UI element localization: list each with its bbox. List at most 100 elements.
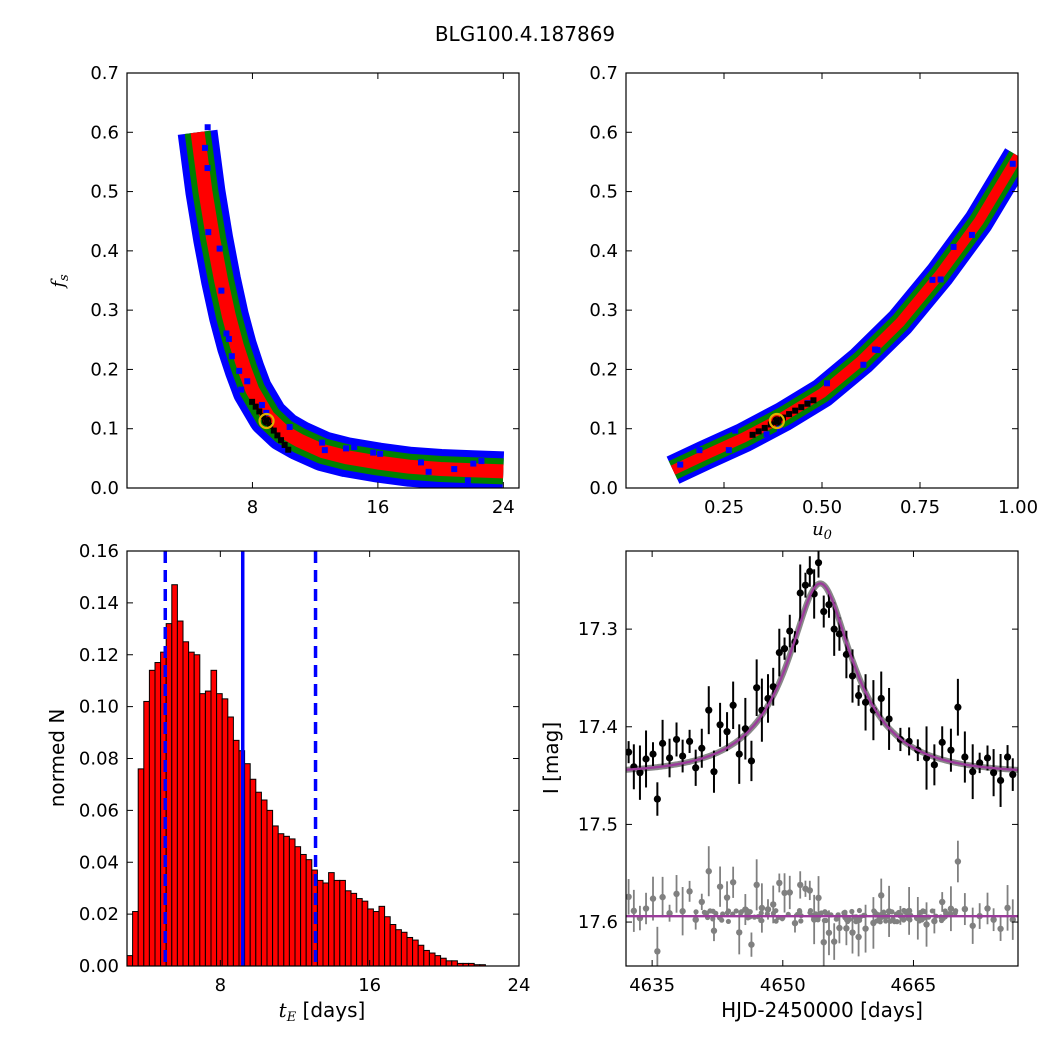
br-xtick-label: 4650 bbox=[760, 975, 806, 996]
residual-point bbox=[748, 941, 755, 948]
fs-vs-te-frame bbox=[126, 72, 520, 489]
histogram-bar bbox=[255, 791, 262, 966]
histogram-bar bbox=[333, 879, 341, 966]
lightcurve-plot bbox=[626, 551, 1018, 966]
data-point bbox=[976, 759, 984, 767]
best-fit-marker-core bbox=[772, 416, 782, 426]
heatmap-cell bbox=[370, 449, 377, 456]
tl-ytick-label: 0.0 bbox=[90, 478, 119, 499]
residual-point bbox=[723, 894, 731, 901]
histogram-bar bbox=[305, 859, 313, 966]
tl-ytick-label: 0.7 bbox=[90, 63, 119, 84]
residual-point bbox=[797, 881, 804, 889]
heatmap-cell bbox=[244, 378, 251, 385]
histogram-bar bbox=[188, 651, 195, 966]
heatmap-cell bbox=[696, 447, 703, 454]
histogram-bar bbox=[277, 833, 285, 966]
bl-ytick-label: 0.16 bbox=[79, 541, 119, 562]
tr-ytick-label: 0.1 bbox=[589, 419, 618, 440]
data-point bbox=[954, 703, 962, 711]
data-point bbox=[922, 754, 931, 762]
histogram-bar bbox=[322, 882, 330, 966]
residual-point bbox=[791, 919, 799, 927]
histogram-bar bbox=[395, 929, 402, 966]
residual-point bbox=[716, 883, 724, 890]
heatmap-core-cell bbox=[792, 407, 799, 414]
data-point bbox=[747, 757, 756, 765]
residual-point bbox=[710, 916, 716, 922]
residual-point bbox=[931, 917, 938, 925]
residual-point bbox=[830, 938, 838, 945]
fs-vs-te-panel: 8 16 24 0.0 0.1 0.2 0.3 0.4 0.5 0.6 0.7 fs bbox=[48, 63, 520, 518]
histogram-bar bbox=[132, 911, 139, 966]
tl-xtick-label: 24 bbox=[492, 497, 515, 518]
data-point bbox=[672, 735, 681, 744]
heatmap-core-cell bbox=[263, 418, 270, 425]
data-point bbox=[969, 768, 977, 776]
magnitude-axis-label: I [mag] bbox=[539, 722, 563, 794]
data-point bbox=[820, 607, 828, 616]
data-point bbox=[842, 650, 850, 659]
data-point bbox=[825, 601, 833, 609]
histogram-bar bbox=[165, 623, 173, 966]
residual-point bbox=[883, 918, 889, 924]
histogram-bar bbox=[193, 654, 201, 966]
heatmap-cell bbox=[258, 401, 265, 408]
heatmap-cell bbox=[218, 287, 225, 294]
histogram-bar bbox=[210, 669, 218, 966]
residual-point bbox=[806, 887, 814, 894]
residual-point bbox=[738, 909, 745, 915]
residual-point bbox=[923, 921, 930, 928]
residual-point bbox=[990, 916, 997, 923]
histogram-bar bbox=[350, 892, 358, 966]
heatmap-core-cell bbox=[278, 437, 285, 444]
heatmap-core-cell bbox=[761, 424, 768, 431]
histogram-bar bbox=[367, 908, 374, 966]
bl-ytick-label: 0.14 bbox=[79, 593, 119, 614]
heatmap-cell bbox=[824, 380, 831, 387]
data-point bbox=[990, 769, 998, 777]
heatmap-cell bbox=[478, 458, 485, 465]
residual-point bbox=[878, 892, 885, 899]
data-point bbox=[653, 795, 661, 803]
bl-ytick-label: 0.06 bbox=[79, 800, 119, 821]
residual-point bbox=[823, 910, 829, 916]
histogram-bar bbox=[288, 838, 296, 966]
br-xtick-label: 4635 bbox=[629, 975, 675, 996]
heatmap-cell bbox=[425, 468, 432, 475]
histogram-bar bbox=[423, 949, 430, 966]
heatmap-core-cell bbox=[798, 404, 805, 411]
residual-point bbox=[896, 909, 902, 916]
residual-point bbox=[776, 879, 783, 887]
data-point bbox=[780, 645, 789, 653]
residual-point bbox=[693, 917, 699, 923]
histogram-bar bbox=[372, 911, 380, 966]
data-point bbox=[649, 750, 657, 758]
residual-point bbox=[654, 948, 661, 955]
data-point bbox=[775, 648, 783, 657]
tl-xtick-label: 16 bbox=[366, 497, 389, 518]
residual-point bbox=[710, 927, 718, 934]
residual-point bbox=[786, 889, 793, 896]
heatmap-core-cell bbox=[755, 428, 762, 435]
heatmap-cell bbox=[677, 461, 684, 468]
confidence-region-inner bbox=[190, 131, 504, 479]
residual-point bbox=[710, 908, 716, 914]
heatmap-cell bbox=[223, 330, 230, 337]
data-point bbox=[741, 725, 749, 733]
heatmap-cell bbox=[950, 243, 957, 250]
confidence-region-outer bbox=[177, 129, 505, 488]
heatmap-cell bbox=[860, 361, 867, 368]
data-point bbox=[665, 754, 674, 762]
data-point bbox=[961, 753, 969, 761]
data-point bbox=[854, 691, 863, 700]
residual-point bbox=[820, 938, 827, 946]
histogram-bar bbox=[216, 693, 223, 966]
tr-ytick-label: 0.0 bbox=[589, 478, 618, 499]
residual-point bbox=[997, 925, 1004, 932]
bl-ytick-label: 0.10 bbox=[79, 697, 119, 718]
residual-point bbox=[887, 918, 893, 924]
residual-point bbox=[736, 929, 743, 936]
tl-ytick-label: 0.3 bbox=[90, 300, 119, 321]
